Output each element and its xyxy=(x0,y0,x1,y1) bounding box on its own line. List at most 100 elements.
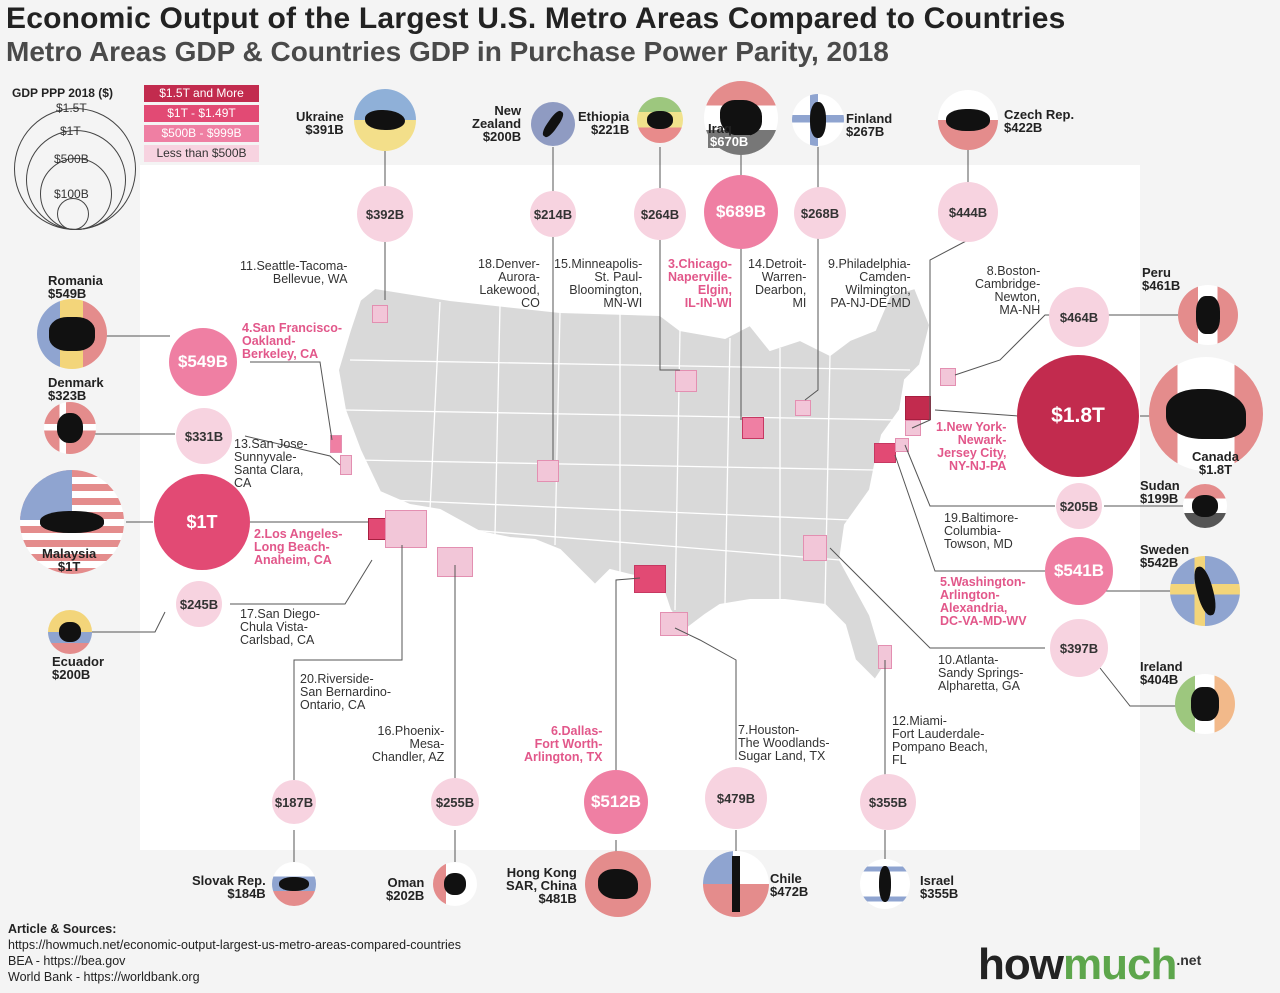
country-label-ukraine: Ukraine $391B xyxy=(296,109,344,137)
legend-circle-label: $1T xyxy=(60,124,81,138)
metro-bubble-detroit[interactable]: $268B xyxy=(794,187,846,239)
metro-minneapolis[interactable] xyxy=(675,370,697,392)
metro-label-atlanta: 10.Atlanta- Sandy Springs- Alpharetta, G… xyxy=(938,653,1024,693)
country-label-hong-kong: Hong Kong SAR, China $481B xyxy=(506,865,577,906)
country-label-finland: Finland $267B xyxy=(846,111,893,139)
metro-label-sanjose: 13.San Jose- Sunnyvale- Santa Clara, CA xyxy=(234,437,308,490)
canada-flag-icon xyxy=(1149,357,1263,471)
legend-key: $500B - $999B xyxy=(144,125,259,142)
ukraine-flag-icon xyxy=(354,89,416,151)
denmark-flag-icon xyxy=(44,402,96,454)
metro-denver[interactable] xyxy=(537,460,559,482)
source-link[interactable]: https://howmuch.net/economic-output-larg… xyxy=(8,938,461,952)
ecuador-flag-icon xyxy=(48,610,92,654)
metro-label-sanfrancisco: 4.San Francisco- Oakland- Berkeley, CA xyxy=(242,321,343,361)
metro-bubble-minneapolis[interactable]: $264B xyxy=(634,188,686,240)
metro-label-boston: 8.Boston- Cambridge- Newton, MA-NH xyxy=(975,264,1041,317)
sweden-flag-icon xyxy=(1170,556,1240,626)
legend-circle-label: $100B xyxy=(54,187,89,201)
ireland-flag-icon xyxy=(1175,674,1235,734)
metro-bubble-dallas[interactable]: $512B xyxy=(584,770,648,834)
metro-sanfrancisco[interactable] xyxy=(330,435,342,453)
metro-bubble-washington[interactable]: $541B xyxy=(1045,537,1113,605)
metro-bubble-houston[interactable]: $479B xyxy=(705,767,767,829)
country-label-ecuador: Ecuador $200B xyxy=(52,654,105,682)
chart-subtitle: Metro Areas GDP & Countries GDP in Purch… xyxy=(6,36,889,67)
country-label-oman: Oman $202B xyxy=(386,875,425,903)
source-link[interactable]: World Bank - https://worldbank.org xyxy=(8,970,200,984)
country-label-iraq: Iraq $670B xyxy=(708,121,751,149)
metro-bubble-miami[interactable]: $355B xyxy=(860,774,916,830)
metro-detroit[interactable] xyxy=(795,400,811,416)
country-label-canada: Canada $1.8T xyxy=(1192,449,1239,477)
slovak-flag-icon xyxy=(272,862,316,906)
metro-label-washington: 5.Washington- Arlington- Alexandria, DC-… xyxy=(940,575,1027,628)
metro-bubble-sanjose[interactable]: $331B xyxy=(176,408,232,464)
legend-title: GDP PPP 2018 ($) xyxy=(12,86,113,100)
metro-label-philadelphia: 9.Philadelphia- Camden- Wilmington, PA-N… xyxy=(828,257,911,310)
metro-sanjose[interactable] xyxy=(340,455,352,475)
israel-flag-icon xyxy=(860,859,910,909)
metro-dallas[interactable] xyxy=(634,565,666,593)
metro-seattle[interactable] xyxy=(372,305,388,323)
metro-label-minneapolis: 15.Minneapolis- St. Paul- Bloomington, M… xyxy=(554,257,643,310)
metro-atlanta[interactable] xyxy=(803,535,827,561)
metro-washington[interactable] xyxy=(874,443,896,463)
metro-bubble-sandiego[interactable]: $245B xyxy=(176,581,222,627)
metro-label-miami: 12.Miami- Fort Lauderdale- Pompano Beach… xyxy=(892,714,988,767)
romania-flag-icon xyxy=(37,299,107,369)
finland-flag-icon xyxy=(792,94,844,146)
metro-bubble-denver[interactable]: $214B xyxy=(530,191,576,237)
us-map xyxy=(336,286,932,682)
legend-circle-label: $500B xyxy=(54,152,89,166)
legend-key: $1T - $1.49T xyxy=(144,105,259,122)
metro-bubble-sanfrancisco[interactable]: $549B xyxy=(169,328,237,396)
state-borders xyxy=(344,301,911,611)
metro-label-dallas: 6.Dallas- Fort Worth- Arlington, TX xyxy=(524,724,603,764)
metro-bubble-losangeles[interactable]: $1T xyxy=(154,474,250,570)
country-label-ireland: Ireland $404B xyxy=(1140,659,1183,687)
metro-boston[interactable] xyxy=(940,368,956,386)
metro-label-sandiego: 17.San Diego- Chula Vista- Carlsbad, CA xyxy=(240,607,320,647)
czech-flag-icon xyxy=(938,90,998,150)
metro-bubble-newyork[interactable]: $1.8T xyxy=(1017,355,1139,477)
legend-circle-label: $1.5T xyxy=(56,101,87,115)
metro-bubble-seattle[interactable]: $392B xyxy=(357,186,413,242)
country-label-malaysia: Malaysia $1T xyxy=(42,546,97,574)
metro-label-denver: 18.Denver- Aurora- Lakewood, CO xyxy=(478,257,540,310)
country-label-sudan: Sudan $199B xyxy=(1140,478,1180,506)
new-zealand-flag-icon xyxy=(531,102,575,146)
metro-bubble-riverside[interactable]: $187B xyxy=(272,780,316,824)
metro-bubble-boston[interactable]: $464B xyxy=(1049,287,1109,347)
metro-label-newyork: 1.New York- Newark- Jersey City, NY-NJ-P… xyxy=(936,420,1007,473)
country-label-denmark: Denmark $323B xyxy=(48,375,104,403)
metro-bubble-baltimore[interactable]: $205B xyxy=(1056,483,1102,529)
source-link[interactable]: BEA - https://bea.gov xyxy=(8,954,126,968)
country-label-chile: Chile $472B xyxy=(770,871,809,899)
sources-heading: Article & Sources: xyxy=(8,922,117,936)
howmuch-logo: howmuch.net xyxy=(978,940,1202,989)
us-land xyxy=(336,286,932,682)
metro-riverside[interactable] xyxy=(385,510,427,548)
chile-flag-icon xyxy=(703,851,769,917)
country-label-sweden: Sweden $542B xyxy=(1140,542,1190,570)
metro-label-losangeles: 2.Los Angeles- Long Beach- Anaheim, CA xyxy=(254,527,343,567)
metro-bubble-chicago[interactable]: $689B xyxy=(704,175,778,249)
country-label-peru: Peru $461B xyxy=(1142,265,1181,293)
hong-kong-flag-icon xyxy=(585,851,651,917)
metro-bubble-atlanta[interactable]: $397B xyxy=(1050,619,1108,677)
country-label-romania: Romania $549B xyxy=(48,273,103,301)
sudan-flag-icon xyxy=(1183,484,1227,528)
metro-label-riverside: 20.Riverside- San Bernardino- Ontario, C… xyxy=(300,672,392,712)
metro-bubble-phoenix[interactable]: $255B xyxy=(431,778,479,826)
malaysia-flag-icon xyxy=(20,470,124,574)
legend-key: Less than $500B xyxy=(144,145,259,162)
metro-label-chicago: 3.Chicago- Naperville- Elgin, IL-IN-WI xyxy=(668,257,732,310)
metro-chicago[interactable] xyxy=(742,417,764,439)
metro-baltimore[interactable] xyxy=(895,438,909,452)
legend-circle-100b xyxy=(57,198,89,230)
legend-key: $1.5T and More xyxy=(144,85,259,102)
country-label-slovak: Slovak Rep. $184B xyxy=(192,873,266,901)
metro-bubble-philadelphia[interactable]: $444B xyxy=(938,182,998,242)
country-label-new-zealand: New Zealand $200B xyxy=(472,103,522,144)
